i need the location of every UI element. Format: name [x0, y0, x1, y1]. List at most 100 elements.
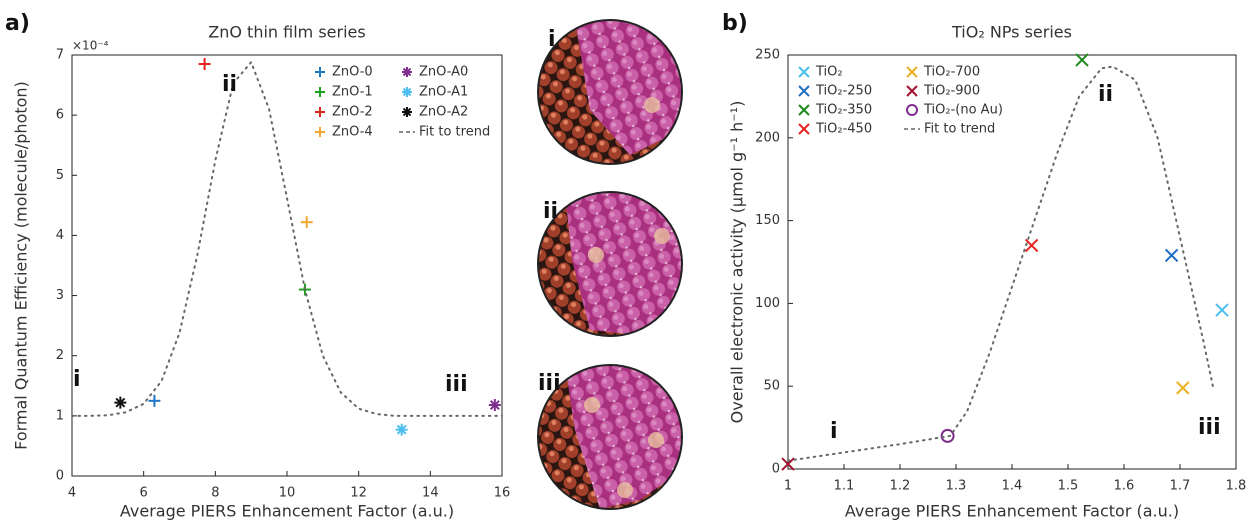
y-tick-label: 5 — [56, 168, 64, 183]
y-tick-label: 1 — [56, 408, 64, 423]
legend-label: TiO₂-250 — [815, 84, 872, 99]
x-tick-label: 8 — [211, 486, 219, 501]
annotation: ii — [1098, 82, 1113, 107]
marker-stroke — [798, 123, 810, 135]
marker-stroke — [115, 397, 126, 408]
legend-label: ZnO-0 — [332, 65, 373, 80]
legend-swatch — [315, 87, 325, 97]
legend-swatch — [315, 107, 325, 117]
y-tick-label: 250 — [755, 48, 780, 63]
marker-stroke — [798, 66, 810, 78]
legend-label: ZnO-A0 — [419, 65, 468, 80]
illustration-iii — [538, 365, 682, 509]
marker-stroke — [1215, 303, 1229, 317]
panel-label: b) — [722, 11, 748, 36]
data-point — [1164, 248, 1179, 263]
x-tick-label: 1.5 — [1058, 479, 1079, 494]
image-label: iii — [538, 371, 561, 396]
marker-stroke — [906, 104, 918, 116]
x-axis-label: Average PIERS Enhancement Factor (a.u.) — [120, 502, 454, 521]
legend-swatch — [402, 67, 412, 77]
marker-stroke — [402, 107, 412, 117]
legend-label: TiO₂ — [815, 65, 843, 80]
data-point — [198, 58, 211, 71]
data-point — [1075, 53, 1089, 67]
annotation: i — [73, 367, 81, 392]
legend-label: TiO₂-900 — [923, 84, 980, 99]
x-tick-label: 16 — [494, 486, 511, 501]
legend-label: TiO₂-700 — [923, 65, 980, 80]
y-tick-label: 50 — [763, 379, 780, 394]
x-tick-label: 12 — [350, 486, 367, 501]
y-scale-label: ×10⁻⁴ — [72, 39, 109, 53]
legend-swatch — [798, 104, 810, 116]
marker-stroke — [396, 424, 407, 435]
legend-label: ZnO-1 — [332, 85, 373, 100]
y-axis-label: Overall electronic activity (μmol g⁻¹ h⁻… — [728, 101, 747, 424]
image-label: i — [548, 27, 556, 52]
x-tick-label: 4 — [68, 486, 76, 501]
x-tick-label: 1.3 — [946, 479, 967, 494]
legend-swatch — [906, 85, 918, 97]
marker-stroke — [906, 85, 918, 97]
marker-stroke — [781, 457, 795, 471]
y-tick-label: 200 — [755, 130, 780, 145]
y-tick-label: 7 — [56, 48, 64, 63]
marker-stroke — [906, 66, 918, 78]
legend-swatch — [402, 107, 412, 117]
x-tick-label: 1.6 — [1114, 479, 1135, 494]
fit-line — [71, 60, 503, 417]
data-point — [781, 457, 795, 471]
legend-label: Fit to trend — [419, 125, 490, 140]
legend-swatch — [798, 85, 810, 97]
y-tick-label: 150 — [755, 213, 780, 228]
x-axis-label: Average PIERS Enhancement Factor (a.u.) — [845, 502, 1179, 521]
legend-swatch — [315, 127, 325, 137]
legend-label: ZnO-2 — [332, 105, 373, 120]
marker-stroke — [489, 400, 500, 410]
legend-label: TiO₂-(no Au) — [923, 103, 1003, 118]
legend-label: ZnO-A1 — [419, 85, 468, 100]
x-tick-label: 14 — [422, 486, 439, 501]
marker-stroke — [940, 428, 955, 443]
y-tick-label: 6 — [56, 108, 64, 123]
legend-swatch — [906, 66, 918, 78]
data-point — [940, 428, 955, 443]
illustration-i — [538, 20, 682, 164]
x-tick-label: 6 — [140, 486, 148, 501]
legend-label: Fit to trend — [924, 122, 995, 137]
legend-label: ZnO-4 — [332, 125, 373, 140]
x-tick-label: 1.8 — [1226, 479, 1247, 494]
data-point — [395, 423, 408, 436]
marker-stroke — [1024, 238, 1039, 253]
chart-title: ZnO thin film series — [208, 23, 365, 42]
x-tick-label: 10 — [279, 486, 296, 501]
marker-stroke — [402, 67, 412, 77]
chart-title: TiO₂ NPs series — [951, 23, 1072, 42]
illustration-ii — [538, 192, 682, 336]
legend-label: TiO₂-450 — [815, 122, 872, 137]
data-point — [1215, 303, 1229, 317]
y-tick-label: 100 — [755, 296, 780, 311]
marker-stroke — [402, 87, 412, 97]
particle-illustrations — [537, 19, 683, 510]
y-tick-label: 2 — [56, 348, 64, 363]
marker-stroke — [798, 85, 810, 97]
y-tick-label: 0 — [56, 469, 64, 484]
x-tick-label: 1.7 — [1170, 479, 1191, 494]
marker-stroke — [798, 104, 810, 116]
marker-stroke — [1075, 53, 1089, 67]
x-tick-label: 1.1 — [834, 479, 855, 494]
marker-stroke — [1164, 248, 1179, 263]
legend-swatch — [315, 67, 325, 77]
legend-label: TiO₂-350 — [815, 103, 872, 118]
annotation: iii — [1198, 415, 1221, 440]
x-tick-label: 1 — [784, 479, 792, 494]
fit-line — [787, 65, 1215, 462]
marker-stroke — [1176, 381, 1190, 395]
legend-swatch — [798, 123, 810, 135]
legend-label: ZnO-A2 — [419, 105, 468, 120]
data-point — [1176, 381, 1190, 395]
x-tick-label: 1.2 — [890, 479, 911, 494]
